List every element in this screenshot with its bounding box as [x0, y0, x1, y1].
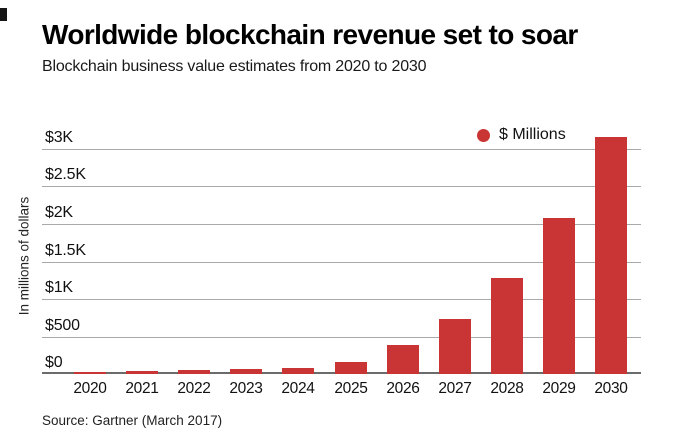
- y-tick-label: $0: [45, 354, 63, 371]
- bar-2030: [595, 137, 627, 374]
- bar-2026: [387, 345, 419, 374]
- x-tick-label: 2021: [125, 380, 159, 397]
- bar-2029: [543, 218, 575, 374]
- bar-2021: [126, 371, 158, 374]
- x-tick-label: 2029: [542, 380, 576, 397]
- bar-2020: [74, 372, 106, 374]
- x-tick-label: 2028: [490, 380, 524, 397]
- gridline: [42, 262, 641, 263]
- corner-crop-artifact: [0, 8, 7, 21]
- x-tick-label: 2020: [73, 380, 107, 397]
- x-tick-label: 2030: [594, 380, 628, 397]
- gridline: [42, 224, 641, 225]
- gridline: [42, 299, 641, 300]
- gridline: [42, 337, 641, 338]
- y-tick-label: $2.5K: [45, 166, 86, 183]
- y-tick-label: $2K: [45, 204, 73, 221]
- x-tick-label: 2022: [177, 380, 211, 397]
- y-tick-label: $1K: [45, 279, 73, 296]
- x-tick-label: 2024: [281, 380, 315, 397]
- y-tick-label: $1.5K: [45, 242, 86, 259]
- legend: $ Millions: [477, 126, 566, 144]
- gridline: [42, 149, 641, 150]
- y-tick-label: $500: [45, 317, 80, 334]
- bar-2028: [491, 278, 523, 374]
- bar-2022: [178, 370, 210, 374]
- bar-chart-plot-area: $0 $500 $1K $1.5K $2K $2.5K $3K 2020 2021 2022 202…: [42, 129, 641, 397]
- legend-label: $ Millions: [499, 126, 566, 143]
- y-axis-title: In millions of dollars: [16, 196, 32, 316]
- bar-2024: [282, 368, 314, 374]
- x-tick-label: 2026: [386, 380, 420, 397]
- gridline: [42, 186, 641, 187]
- bar-2023: [230, 369, 262, 374]
- bar-2025: [335, 362, 367, 374]
- legend-marker-icon: [477, 128, 490, 142]
- page-title: Worldwide blockchain revenue set to soar: [42, 19, 578, 50]
- bar-2027: [439, 319, 471, 374]
- x-tick-label: 2023: [229, 380, 263, 397]
- x-tick-label: 2027: [438, 380, 472, 397]
- y-tick-label: $3K: [45, 129, 73, 146]
- page-subtitle: Blockchain business value estimates from…: [42, 58, 427, 75]
- source-note: Source: Gartner (March 2017): [42, 413, 223, 428]
- x-tick-label: 2025: [334, 380, 368, 397]
